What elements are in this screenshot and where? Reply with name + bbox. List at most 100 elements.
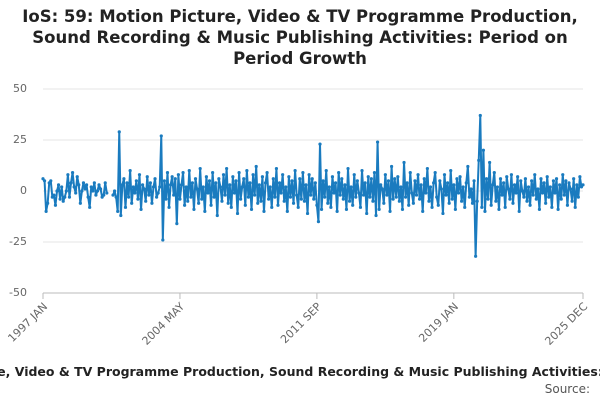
point (167, 205, 171, 209)
point (158, 185, 162, 189)
point (519, 179, 523, 183)
line (42, 114, 584, 258)
point (379, 183, 383, 187)
point (540, 191, 545, 195)
point (61, 199, 65, 203)
point (52, 193, 56, 197)
point (498, 177, 503, 181)
point (491, 183, 495, 187)
point (444, 193, 448, 197)
point (305, 211, 310, 216)
point (175, 222, 179, 226)
point (310, 177, 314, 181)
point (530, 179, 534, 183)
point (274, 166, 279, 171)
point (531, 193, 535, 197)
point (221, 173, 226, 177)
point (408, 171, 412, 175)
point (388, 209, 392, 213)
point (102, 193, 106, 197)
point (371, 199, 375, 203)
point (576, 195, 580, 199)
point (136, 197, 140, 201)
point (449, 169, 453, 173)
point (411, 201, 415, 205)
point (433, 171, 437, 175)
point (122, 177, 126, 181)
point (410, 191, 414, 195)
point (380, 187, 384, 191)
point (301, 171, 305, 175)
point (520, 189, 524, 193)
point (218, 185, 223, 189)
point (268, 185, 272, 189)
point (225, 166, 229, 171)
point (522, 195, 526, 199)
point (293, 169, 297, 173)
point (291, 201, 296, 205)
point (231, 175, 235, 179)
point (400, 207, 405, 211)
point (316, 220, 321, 224)
point (169, 183, 173, 187)
point (554, 177, 559, 181)
point (242, 177, 246, 181)
point (542, 181, 546, 185)
point (575, 183, 579, 187)
point (324, 169, 328, 173)
point (438, 179, 442, 183)
point (523, 177, 528, 181)
point (550, 205, 554, 209)
point (315, 203, 319, 207)
point (466, 164, 470, 169)
point (254, 164, 258, 169)
point (67, 195, 72, 199)
point (184, 185, 188, 189)
x-tick-label: 2025 DEC (542, 300, 590, 348)
point (567, 181, 571, 185)
point (391, 197, 395, 201)
point (503, 205, 507, 209)
point (467, 195, 471, 199)
point (436, 203, 440, 207)
point (133, 191, 137, 195)
point (463, 205, 467, 209)
y-tick-label: 50 (13, 82, 27, 95)
point (228, 183, 232, 187)
point (461, 185, 465, 189)
point (299, 197, 303, 201)
point (360, 169, 364, 173)
point (533, 173, 537, 177)
point (128, 169, 132, 173)
point (55, 189, 59, 193)
point (98, 187, 103, 191)
point (215, 213, 219, 218)
point (125, 181, 129, 185)
point (480, 205, 484, 209)
point (277, 181, 282, 185)
point (343, 183, 347, 187)
point (66, 173, 70, 177)
point (508, 197, 512, 201)
point (165, 171, 170, 175)
x-tick-label: 1997 JAN (5, 300, 50, 345)
point (425, 166, 429, 171)
point (91, 189, 95, 193)
point (285, 209, 289, 213)
point (134, 179, 138, 183)
point (151, 185, 156, 189)
point (74, 191, 78, 195)
point (424, 191, 428, 195)
y-tick-label: -25 (9, 235, 27, 248)
point (488, 160, 492, 165)
point (304, 183, 308, 187)
point (534, 197, 538, 201)
point (245, 169, 249, 173)
point (265, 171, 269, 175)
point (517, 209, 521, 213)
point (414, 193, 419, 197)
point (148, 181, 152, 185)
point (282, 199, 286, 203)
point (446, 181, 450, 185)
point (386, 179, 391, 183)
